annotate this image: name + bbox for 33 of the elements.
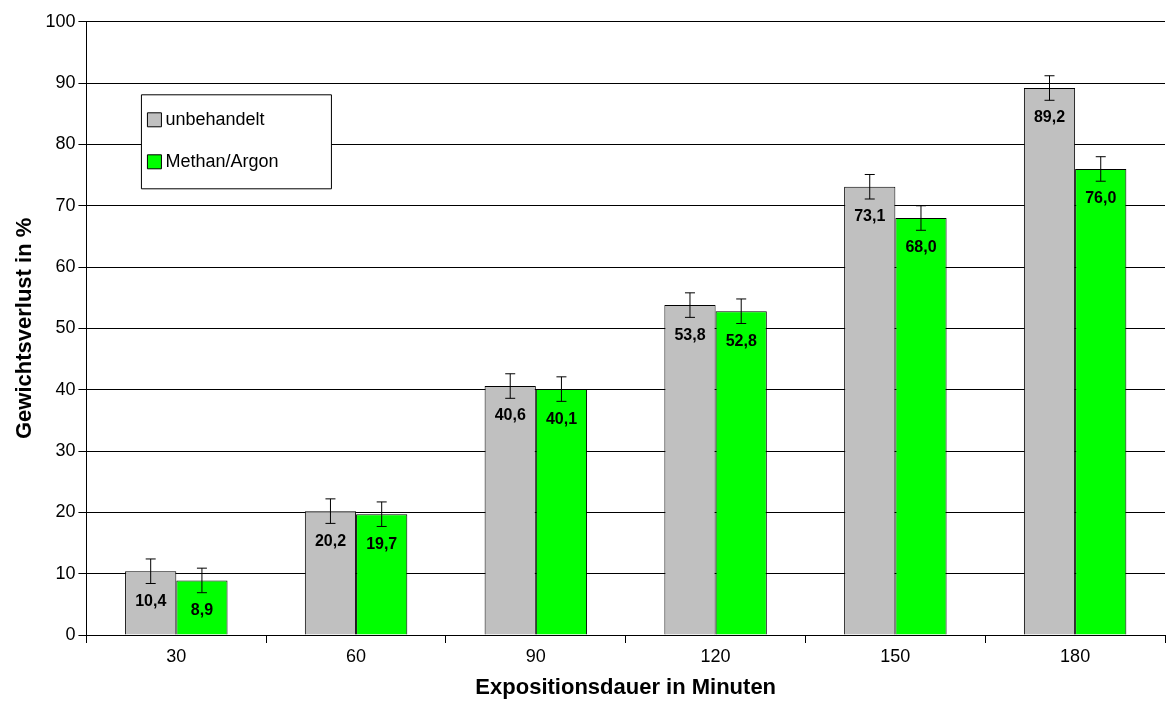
y-tick-label: 100 xyxy=(45,10,76,31)
x-tick-label: 90 xyxy=(525,645,546,666)
y-axis-title: Gewichtsverlust in % xyxy=(11,217,37,440)
y-tick-label: 40 xyxy=(55,378,76,399)
legend-label: unbehandelt xyxy=(165,108,265,129)
y-tick-label: 30 xyxy=(55,440,76,461)
data-label: 76,0 xyxy=(1085,189,1117,207)
y-tick-label: 50 xyxy=(55,317,76,338)
y-tick-label: 80 xyxy=(55,133,76,154)
x-tick-label: 30 xyxy=(166,645,187,666)
legend-label: Methan/Argon xyxy=(165,150,279,171)
x-tick-label: 180 xyxy=(1060,645,1091,666)
y-tick-label: 70 xyxy=(55,194,76,215)
y-tick-label: 0 xyxy=(65,623,76,644)
data-label: 20,2 xyxy=(314,531,347,549)
x-tick-label: 60 xyxy=(346,645,367,666)
y-tick-label: 60 xyxy=(55,256,76,277)
data-label: 73,1 xyxy=(854,207,886,225)
x-tick-label: 150 xyxy=(880,645,911,666)
y-tick-label: 20 xyxy=(55,501,76,522)
data-label: 89,2 xyxy=(1033,108,1066,126)
data-label: 68,0 xyxy=(905,238,937,256)
data-label: 40,6 xyxy=(494,406,526,424)
data-label: 10,4 xyxy=(135,591,167,609)
data-label: 52,8 xyxy=(725,331,757,349)
data-label: 19,7 xyxy=(366,534,398,552)
data-label: 40,1 xyxy=(545,409,578,427)
data-label: 53,8 xyxy=(674,325,706,343)
y-tick-label: 90 xyxy=(55,72,76,93)
y-tick-label: 10 xyxy=(55,562,76,583)
x-tick-label: 120 xyxy=(700,645,731,666)
x-axis-title: Expositionsdauer in Minuten xyxy=(475,673,777,699)
data-label: 8,9 xyxy=(190,600,214,618)
